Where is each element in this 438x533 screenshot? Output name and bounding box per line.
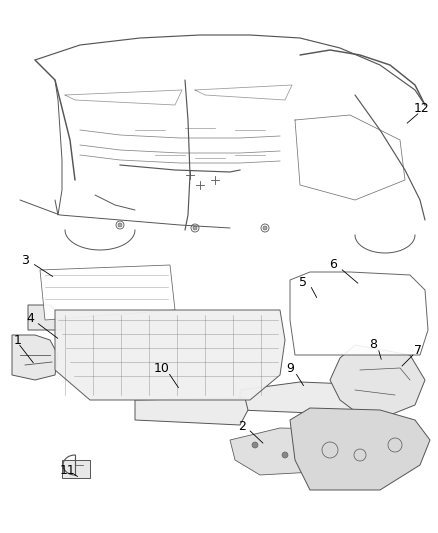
Circle shape (342, 452, 348, 458)
Text: 5: 5 (299, 276, 307, 288)
Text: 9: 9 (286, 361, 294, 375)
Polygon shape (12, 335, 58, 380)
Text: 4: 4 (26, 311, 34, 325)
Polygon shape (330, 345, 425, 415)
Polygon shape (290, 272, 428, 355)
Polygon shape (28, 305, 62, 330)
Text: 8: 8 (369, 338, 377, 351)
Text: 2: 2 (238, 419, 246, 432)
Circle shape (312, 455, 318, 461)
Text: 12: 12 (414, 101, 430, 115)
Text: 3: 3 (21, 254, 29, 266)
Polygon shape (135, 398, 248, 425)
Circle shape (191, 224, 199, 232)
Polygon shape (240, 382, 390, 415)
Text: 10: 10 (154, 361, 170, 375)
Circle shape (282, 452, 288, 458)
Circle shape (362, 442, 368, 448)
Polygon shape (230, 428, 385, 475)
Circle shape (116, 221, 124, 229)
Polygon shape (55, 310, 285, 400)
Polygon shape (40, 265, 175, 320)
Circle shape (252, 442, 258, 448)
Text: 11: 11 (60, 464, 76, 477)
Bar (62, 460, 90, 478)
Circle shape (261, 224, 269, 232)
Circle shape (118, 223, 122, 227)
Circle shape (193, 226, 197, 230)
Polygon shape (290, 408, 430, 490)
Text: 6: 6 (329, 259, 337, 271)
Text: 1: 1 (14, 334, 22, 346)
Text: 7: 7 (414, 343, 422, 357)
Circle shape (263, 226, 267, 230)
